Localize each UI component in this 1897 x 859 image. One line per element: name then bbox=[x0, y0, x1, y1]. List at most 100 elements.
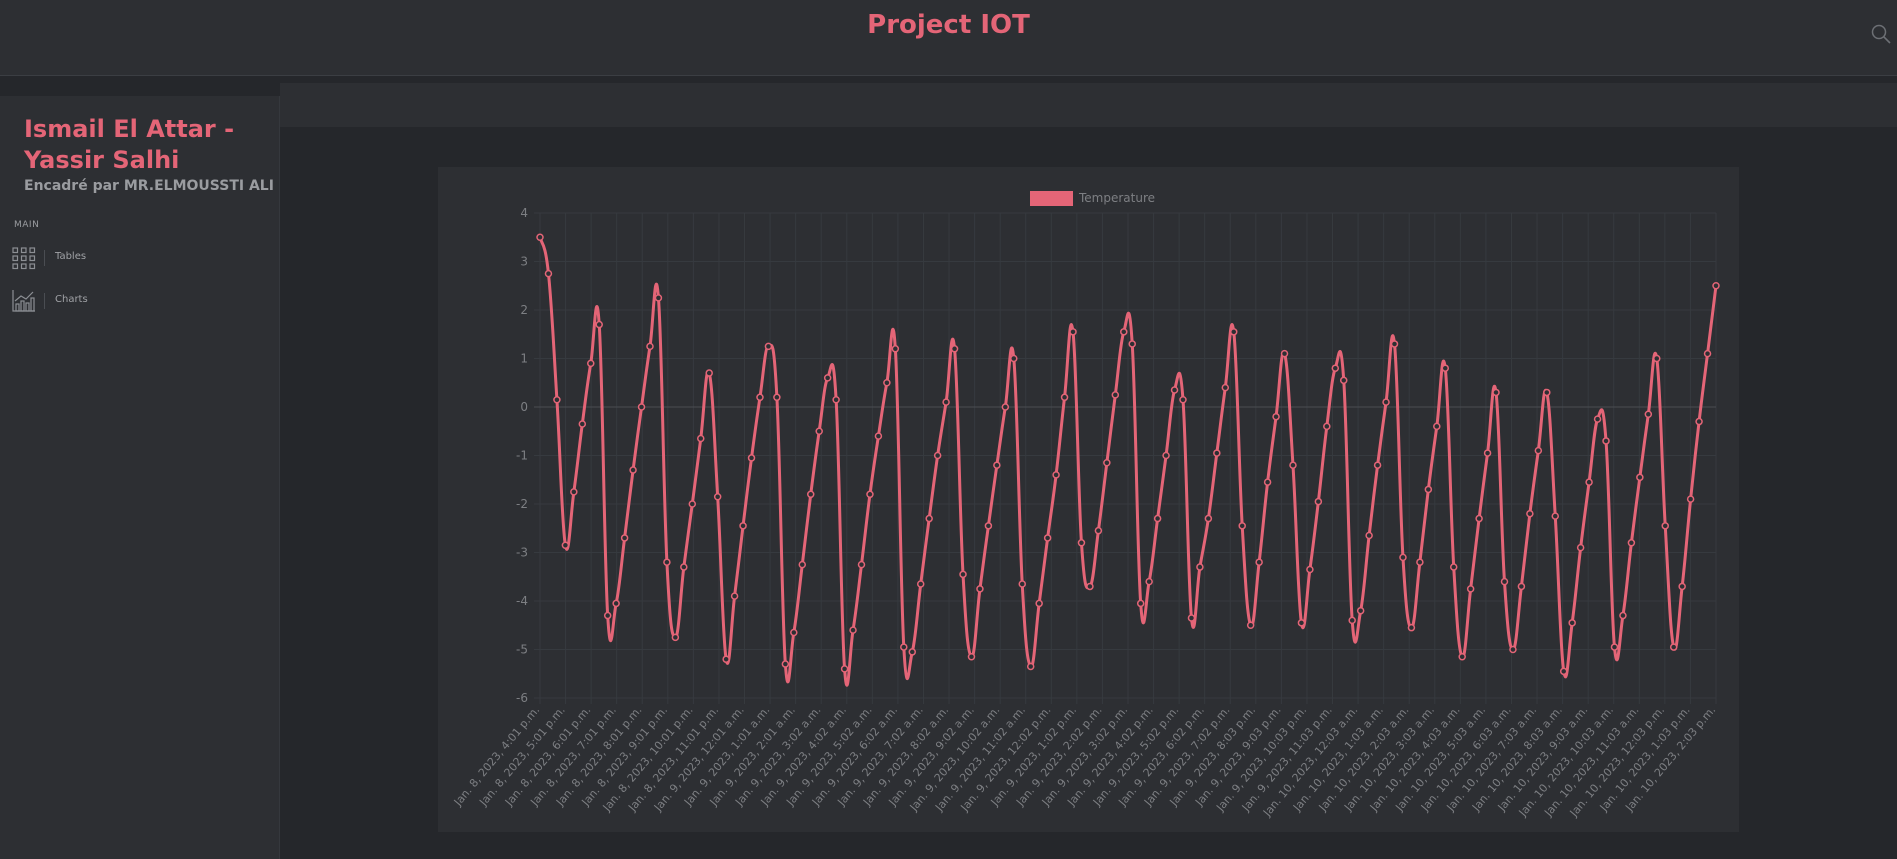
temperature-data-point bbox=[637, 403, 646, 411]
temperature-data-point bbox=[790, 628, 798, 637]
temperature-data-point bbox=[629, 466, 637, 474]
temperature-data-point bbox=[1060, 393, 1069, 402]
temperature-data-point bbox=[1500, 577, 1509, 586]
temperature-data-point bbox=[1661, 522, 1669, 530]
temperature-data-point bbox=[1559, 667, 1568, 676]
temperature-data-point bbox=[1424, 485, 1433, 494]
temperature-data-point bbox=[561, 541, 570, 549]
temperature-data-point bbox=[620, 534, 629, 542]
temperature-data-point bbox=[1585, 478, 1593, 486]
y-tick-label: -6 bbox=[516, 691, 528, 705]
temperature-data-point bbox=[587, 359, 595, 368]
temperature-data-point bbox=[933, 451, 942, 460]
temperature-data-point bbox=[984, 522, 993, 530]
temperature-data-point bbox=[1263, 478, 1272, 486]
temperature-data-point bbox=[1449, 563, 1458, 571]
y-tick-label: -3 bbox=[516, 546, 528, 560]
temperature-data-point bbox=[1619, 611, 1627, 620]
temperature-data-point bbox=[959, 570, 967, 579]
temperature-data-point bbox=[1272, 412, 1280, 421]
temperature-data-point bbox=[1509, 645, 1517, 654]
temperature-data-point bbox=[1306, 565, 1314, 574]
temperature-data-point bbox=[1145, 577, 1153, 586]
temperature-data-point bbox=[866, 490, 874, 499]
temperature-data-point bbox=[663, 558, 671, 566]
grid-icon bbox=[12, 247, 36, 270]
sidebar-item-label: Tables bbox=[55, 251, 87, 262]
temperature-data-point bbox=[1297, 619, 1306, 627]
temperature-data-point bbox=[1399, 553, 1407, 562]
temperature-data-point bbox=[1543, 388, 1551, 397]
sidebar-item-charts[interactable]: Charts bbox=[12, 285, 252, 317]
temperature-data-point bbox=[806, 490, 815, 499]
temperature-data-point bbox=[578, 420, 587, 428]
temperature-data-point bbox=[1103, 459, 1111, 467]
temperature-data-point bbox=[1644, 410, 1653, 419]
temperature-data-point bbox=[1407, 623, 1416, 632]
temperature-data-point bbox=[553, 395, 561, 404]
temperature-data-point bbox=[713, 492, 722, 501]
temperature-data-point bbox=[857, 560, 866, 569]
y-tick-label: 4 bbox=[520, 206, 528, 220]
sidebar: Ismail El Attar - Yassir Salhi Encadré p… bbox=[0, 96, 280, 859]
temperature-data-point bbox=[696, 434, 705, 443]
temperature-data-point bbox=[739, 522, 747, 530]
temperature-data-point bbox=[976, 585, 984, 593]
search-icon[interactable] bbox=[1869, 22, 1893, 46]
temperature-data-point bbox=[1348, 616, 1356, 625]
temperature-data-point bbox=[908, 648, 917, 656]
temperature-data-point bbox=[1213, 449, 1221, 457]
temperature-data-point bbox=[1069, 328, 1077, 336]
temperature-data-point bbox=[849, 626, 857, 634]
temperature-data-point bbox=[815, 427, 823, 435]
temperature-data-point bbox=[1052, 471, 1060, 479]
temperature-data-point bbox=[1221, 383, 1230, 392]
temperature-data-point bbox=[595, 320, 603, 329]
temperature-data-point bbox=[1568, 619, 1576, 627]
temperature-data-point bbox=[1441, 364, 1450, 372]
temperature-data-point bbox=[1238, 522, 1246, 530]
nav-section-label: MAIN bbox=[14, 220, 40, 230]
temperature-data-point bbox=[1170, 386, 1179, 394]
temperature-data-point bbox=[1712, 282, 1720, 290]
chart-icon bbox=[12, 290, 35, 312]
temperature-data-point bbox=[1001, 403, 1010, 411]
y-tick-label: 1 bbox=[520, 352, 528, 366]
temperature-data-point bbox=[1551, 512, 1560, 520]
legend-swatch bbox=[1030, 191, 1073, 206]
temperature-data-point bbox=[1636, 473, 1644, 482]
temperature-data-point bbox=[832, 395, 840, 404]
temperature-data-point bbox=[1390, 340, 1399, 348]
temperature-data-point bbox=[1035, 599, 1043, 608]
legend-label: Temperature bbox=[1079, 191, 1156, 205]
temperature-data-point bbox=[1365, 531, 1373, 540]
temperature-data-point bbox=[1703, 349, 1712, 358]
nav-separator bbox=[44, 250, 45, 266]
temperature-data-point bbox=[1043, 534, 1052, 542]
temperature-data-point bbox=[900, 643, 908, 651]
sidebar-item-label: Charts bbox=[55, 294, 88, 305]
temperature-data-point bbox=[544, 269, 553, 278]
sidebar-title: Ismail El Attar - Yassir Salhi bbox=[24, 115, 235, 174]
temperature-data-point bbox=[925, 514, 933, 523]
temperature-data-point bbox=[671, 633, 680, 642]
app-title: Project IOT bbox=[867, 10, 1030, 40]
y-tick-label: 0 bbox=[520, 400, 528, 414]
temperature-data-point bbox=[730, 592, 739, 600]
temperature-data-point bbox=[1602, 437, 1610, 445]
temperature-data-point bbox=[654, 294, 663, 302]
top-bar: Project IOT bbox=[0, 0, 1897, 76]
sidebar-item-tables[interactable]: Tables bbox=[12, 242, 252, 274]
temperature-data-point bbox=[705, 369, 713, 377]
temperature-data-point bbox=[722, 655, 730, 663]
temperature-data-point bbox=[1153, 514, 1162, 523]
temperature-data-point bbox=[1204, 514, 1213, 523]
temperature-data-point bbox=[1627, 539, 1636, 547]
temperature-data-point bbox=[1686, 495, 1695, 503]
temperature-data-point bbox=[1356, 606, 1365, 615]
temperature-data-point bbox=[1416, 558, 1424, 566]
temperature-data-point bbox=[1196, 563, 1204, 571]
temperature-data-point bbox=[1475, 514, 1483, 523]
temperature-data-point bbox=[1534, 446, 1543, 455]
